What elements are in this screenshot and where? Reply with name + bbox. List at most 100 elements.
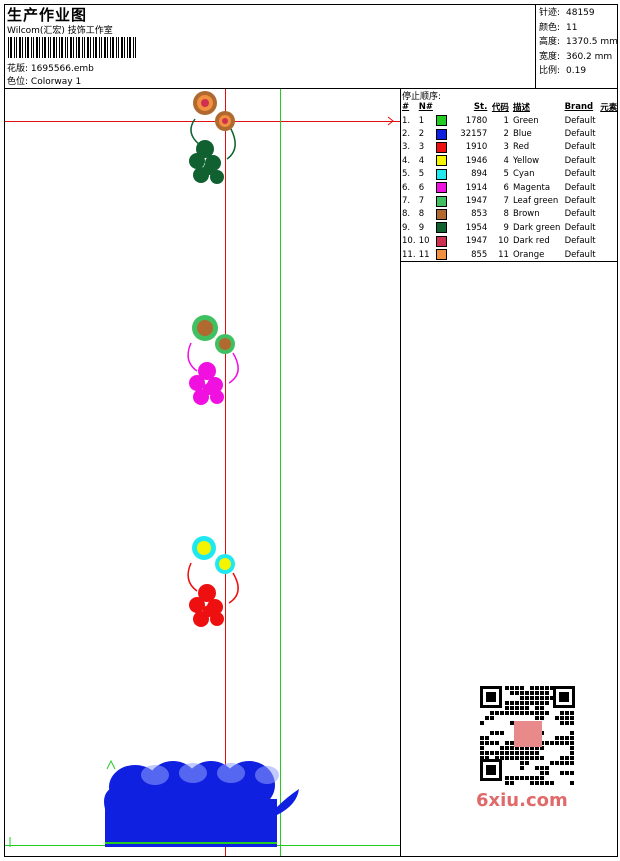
row-number: 11 [418, 249, 430, 260]
row-number: 2 [418, 129, 425, 140]
row-description: Green [512, 115, 539, 126]
row-index: 6. [402, 182, 411, 193]
row-index: 10. [402, 236, 416, 247]
color-swatch [436, 208, 455, 221]
row-code: 6 [503, 182, 509, 193]
row-brand: Default [564, 249, 596, 260]
colorway-label: 色位: [7, 77, 29, 87]
row-element [600, 221, 620, 234]
table-row: 2. 2 32157 2 Blue Default [402, 127, 620, 140]
color-swatch-box [436, 128, 448, 140]
row-number: 1 [418, 115, 425, 126]
row-code: 5 [503, 169, 509, 180]
row-description: Dark green [512, 222, 561, 233]
row-index: 8. [402, 209, 411, 220]
row-element [600, 248, 620, 261]
row-description: Red [512, 142, 530, 153]
color-swatch [436, 235, 455, 248]
row-element [600, 168, 620, 181]
row-stitches: 1947 [465, 236, 488, 247]
guide-arrow-icon [387, 116, 394, 126]
row-code: 2 [503, 129, 509, 140]
row-number: 9 [418, 222, 425, 233]
col-header-element: 元素 [600, 103, 618, 113]
row-element [600, 235, 620, 248]
stat-width: 宽度: 360.2 mm [539, 51, 613, 62]
table-row: 8. 8 853 8 Brown Default [402, 208, 620, 221]
row-description: Leaf green [512, 196, 559, 207]
row-index: 4. [402, 155, 411, 166]
row-brand: Default [564, 115, 596, 126]
table-row: 10. 10 1947 10 Dark red Default [402, 235, 620, 248]
color-swatch [436, 248, 455, 261]
row-index: 7. [402, 196, 411, 207]
row-description: Blue [512, 129, 532, 140]
flower-motif-2 [187, 315, 239, 405]
row-code: 4 [503, 155, 509, 166]
col-header-swatch [436, 100, 455, 114]
page-title: 生产作业图 [7, 6, 88, 24]
stat-stitches: 针迹: 48159 [539, 8, 595, 18]
design-label: 花版: [7, 64, 29, 74]
table-row: 11. 11 855 11 Orange Default [402, 248, 620, 261]
row-code: 10 [498, 236, 509, 247]
color-swatch [436, 127, 455, 140]
row-index: 1. [402, 115, 411, 126]
stat-colors: 颜色: 11 [539, 22, 578, 33]
row-number: 5 [418, 169, 425, 180]
page-frame [4, 4, 618, 857]
row-number: 8 [418, 209, 425, 220]
stop-sequence-title: 停止顺序: [402, 92, 442, 102]
table-row: 3. 3 1910 3 Red Default [402, 141, 620, 154]
row-number: 4 [418, 155, 425, 166]
color-swatch-box [436, 208, 448, 220]
color-swatch-box [436, 155, 448, 167]
table-row: 9. 9 1954 9 Dark green Default [402, 221, 620, 234]
row-stitches: 894 [471, 169, 488, 180]
color-swatch-box [436, 222, 448, 234]
color-swatch [436, 141, 455, 154]
design-file-line: 花版: 1695566.emb [7, 61, 94, 74]
barcode [8, 37, 136, 58]
color-swatch-box [436, 168, 448, 180]
company-name: Wilcom(汇宏) 技饰工作室 [7, 26, 113, 36]
design-stats: 针迹: 48159 颜色: 11 高度: 1370.5 mm 宽度: 360.2 mm … [539, 6, 618, 79]
row-code: 11 [498, 249, 509, 260]
color-swatch [436, 168, 455, 181]
header-divider [4, 88, 618, 89]
row-code: 7 [503, 196, 509, 207]
row-description: Orange [512, 249, 545, 260]
row-brand: Default [564, 169, 596, 180]
color-swatch-box [436, 249, 448, 261]
design-preview [5, 89, 400, 856]
row-description: Yellow [512, 155, 540, 166]
table-row: 5. 5 894 5 Cyan Default [402, 168, 620, 181]
row-code: 3 [503, 142, 509, 153]
row-stitches: 32157 [460, 129, 488, 140]
row-brand: Default [564, 236, 596, 247]
table-row: 7. 7 1947 7 Leaf green Default [402, 194, 620, 207]
table-row: 4. 4 1946 4 Yellow Default [402, 154, 620, 167]
row-index: 3. [402, 142, 411, 153]
row-element [600, 127, 620, 140]
row-stitches: 1780 [465, 115, 488, 126]
color-swatch-box [436, 115, 448, 127]
row-description: Magenta [512, 182, 551, 193]
row-brand: Default [564, 155, 596, 166]
table-header-row: # N# St. 代码 描述 Brand 元素 [402, 100, 620, 114]
col-header-number: N# [418, 102, 433, 112]
row-element [600, 181, 620, 194]
row-code: 1 [503, 115, 509, 126]
color-swatch-box [436, 141, 448, 153]
row-element [600, 194, 620, 207]
colorway-value: Colorway 1 [30, 77, 82, 87]
row-number: 10 [418, 236, 430, 247]
row-brand: Default [564, 182, 596, 193]
qr-stamp-icon [514, 721, 542, 747]
col-header-code: 代码 [491, 103, 509, 113]
col-header-brand: Brand [564, 102, 594, 112]
row-brand: Default [564, 196, 596, 207]
row-brand: Default [564, 129, 596, 140]
row-description: Cyan [512, 169, 535, 180]
table-bottom-divider [400, 261, 618, 262]
